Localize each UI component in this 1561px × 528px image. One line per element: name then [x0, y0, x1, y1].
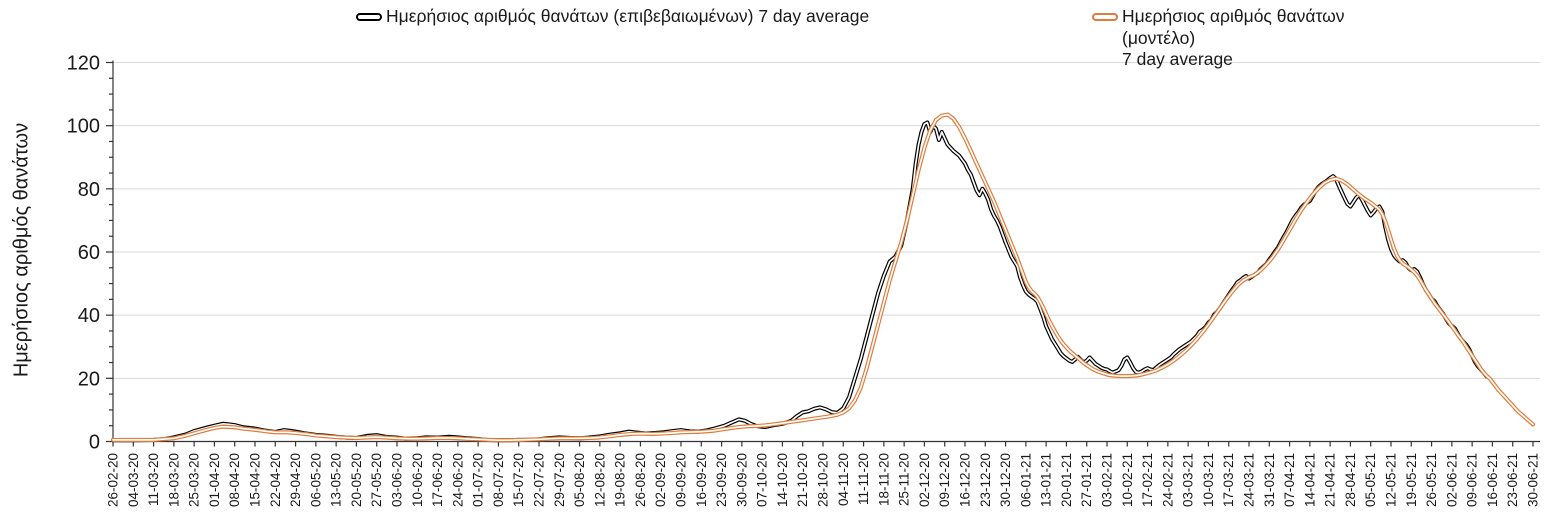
x-tick-label: 26-08-20	[633, 453, 648, 507]
x-tick-label: 05-05-21	[1363, 453, 1378, 507]
x-tick-label: 24-06-20	[450, 453, 465, 507]
x-tick-label: 04-03-20	[126, 453, 141, 507]
x-tick-label: 06-01-21	[1018, 453, 1033, 507]
y-tick-label: 100	[67, 116, 100, 138]
x-tick-label: 25-03-20	[187, 453, 202, 507]
x-tick-label: 28-04-21	[1343, 453, 1358, 507]
x-tick-label: 27-05-20	[369, 453, 384, 507]
x-tick-label: 24-02-21	[1160, 453, 1175, 507]
x-tick-label: 23-12-20	[978, 453, 993, 507]
y-tick-label: 40	[78, 305, 100, 327]
legend-label-model: Ημερήσιος αριθμός θανάτων (μοντέλο) 7 da…	[1122, 6, 1345, 71]
y-tick-label: 80	[78, 179, 100, 201]
x-tick-label: 20-05-20	[349, 453, 364, 507]
x-tick-label: 30-09-20	[734, 453, 749, 507]
x-tick-label: 16-06-21	[1485, 453, 1500, 507]
series-confirmed-line	[110, 120, 1489, 443]
x-tick-label: 10-02-21	[1120, 453, 1135, 507]
x-tick-label: 05-08-20	[572, 453, 587, 507]
x-tick-label: 16-09-20	[694, 453, 709, 507]
x-tick-label: 31-03-21	[1262, 453, 1277, 507]
legend-label-model-line1: Ημερήσιος αριθμός θανάτων	[1122, 6, 1345, 26]
x-tick-label: 26-02-20	[106, 453, 121, 507]
model-line-marker	[1092, 13, 1118, 21]
x-tick-label: 06-05-20	[308, 453, 323, 507]
x-tick-label: 22-07-20	[532, 453, 547, 507]
x-tick-label: 22-04-20	[268, 453, 283, 507]
x-tick-label: 17-02-21	[1140, 453, 1155, 507]
x-tick-label: 16-12-20	[958, 453, 973, 507]
x-tick-label: 26-05-21	[1424, 453, 1439, 507]
x-tick-label: 02-06-21	[1444, 453, 1459, 507]
y-tick-label: 60	[78, 242, 100, 264]
x-tick-label: 15-04-20	[248, 453, 263, 507]
x-tick-label: 29-04-20	[288, 453, 303, 507]
legend-label-confirmed: Ημερήσιος αριθμός θανάτων (επιβεβαιωμένω…	[386, 6, 870, 26]
series-confirmed-line-core	[112, 121, 1488, 442]
x-tick-label: 09-06-21	[1465, 453, 1480, 507]
x-tick-label: 19-08-20	[613, 453, 628, 507]
x-tick-label: 03-03-21	[1181, 453, 1196, 507]
x-tick-label: 24-03-21	[1242, 453, 1257, 507]
x-tick-label: 12-08-20	[592, 453, 607, 507]
legend-item-model: Ημερήσιος αριθμός θανάτων (μοντέλο) 7 da…	[1092, 6, 1345, 71]
legend-item-confirmed: Ημερήσιος αριθμός θανάτων (επιβεβαιωμένω…	[356, 6, 869, 28]
x-tick-label: 21-04-21	[1323, 453, 1338, 507]
y-tick-label: 20	[78, 368, 100, 390]
x-tick-label: 15-07-20	[511, 453, 526, 507]
x-tick-label: 01-04-20	[207, 453, 222, 507]
x-tick-label: 29-07-20	[552, 453, 567, 507]
x-tick-label: 19-05-21	[1404, 453, 1419, 507]
x-tick-label: 20-01-21	[1059, 453, 1074, 507]
x-tick-label: 02-12-20	[917, 453, 932, 507]
x-tick-label: 28-10-20	[816, 453, 831, 507]
legend-label-model-line2: (μοντέλο)	[1122, 27, 1196, 48]
y-axis-title: Ημερήσιος αριθμός θανάτων	[10, 122, 33, 378]
x-tick-label: 08-04-20	[227, 453, 242, 507]
x-tick-label: 13-05-20	[329, 453, 344, 507]
x-tick-label: 10-03-21	[1201, 453, 1216, 507]
x-tick-label: 12-05-21	[1384, 453, 1399, 507]
x-tick-label: 08-07-20	[491, 453, 506, 507]
x-tick-label: 03-02-21	[1100, 453, 1115, 507]
x-tick-label: 03-06-20	[390, 453, 405, 507]
x-tick-label: 11-11-20	[856, 453, 871, 505]
x-tick-label: 27-01-21	[1079, 453, 1094, 507]
x-tick-label: 07-04-21	[1282, 453, 1297, 507]
series-model-line	[110, 112, 1536, 443]
x-tick-label: 10-06-20	[410, 453, 425, 507]
y-tick-label: 120	[67, 53, 100, 75]
x-tick-label: 04-11-20	[836, 453, 851, 506]
x-tick-label: 30-06-21	[1526, 453, 1541, 507]
x-tick-label: 01-07-20	[471, 453, 486, 507]
x-tick-label: 09-12-20	[937, 453, 952, 507]
x-tick-label: 09-09-20	[674, 453, 689, 507]
legend-label-model-line3: 7 day average	[1122, 49, 1233, 69]
x-tick-label: 18-03-20	[166, 453, 181, 507]
x-tick-label: 14-10-20	[775, 453, 790, 507]
x-tick-label: 25-11-20	[897, 453, 912, 506]
x-tick-label: 30-12-20	[998, 453, 1013, 507]
x-tick-label: 14-04-21	[1302, 453, 1317, 507]
x-tick-label: 18-11-20	[876, 453, 891, 506]
series-model-line-core	[112, 113, 1534, 442]
x-tick-label: 17-06-20	[430, 453, 445, 507]
y-tick-label: 0	[89, 432, 100, 454]
x-tick-label: 07-10-20	[755, 453, 770, 507]
x-tick-label: 23-09-20	[714, 453, 729, 507]
x-tick-label: 21-10-20	[795, 453, 810, 507]
x-tick-label: 02-09-20	[653, 453, 668, 507]
x-tick-label: 11-03-20	[146, 453, 161, 506]
x-tick-label: 23-06-21	[1505, 453, 1520, 507]
x-tick-label: 17-03-21	[1221, 453, 1236, 507]
x-tick-label: 13-01-21	[1039, 453, 1054, 507]
confirmed-line-marker	[356, 13, 382, 21]
